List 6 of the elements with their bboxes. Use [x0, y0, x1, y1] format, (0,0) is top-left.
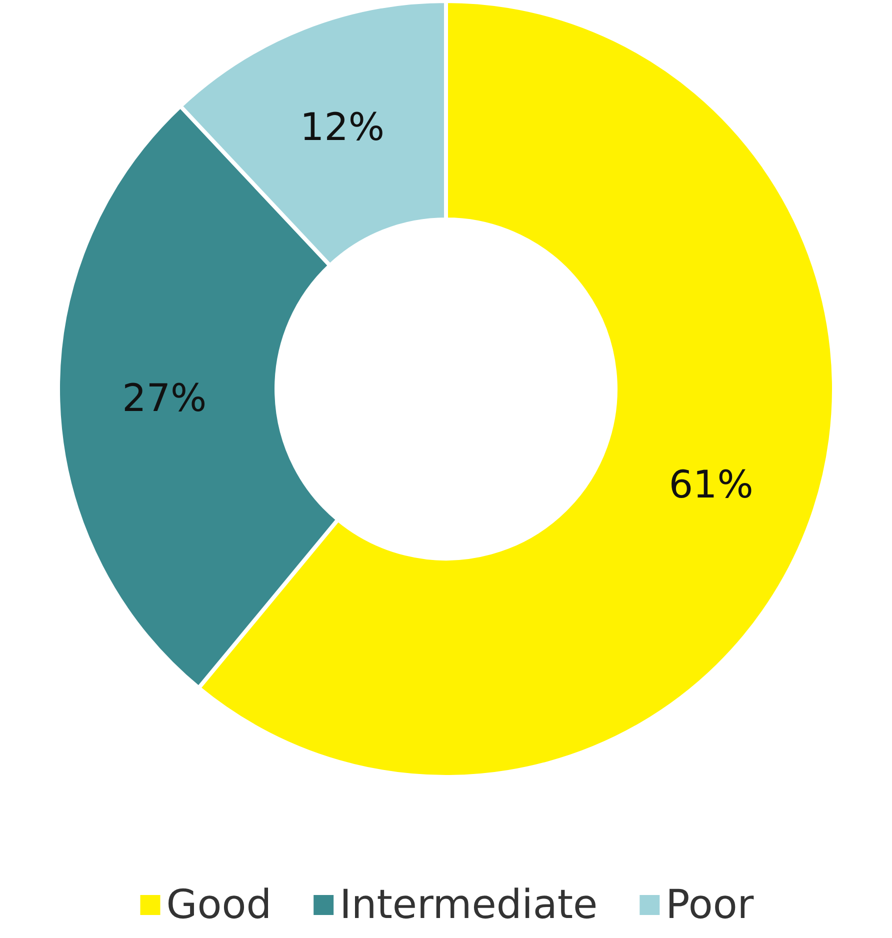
legend-label: Poor [666, 882, 754, 928]
legend-label: Good [166, 882, 272, 928]
data-label: 12% [300, 105, 385, 150]
data-label: 27% [122, 376, 207, 420]
data-label: 61% [668, 462, 754, 506]
legend-label: Intermediate [340, 882, 598, 928]
